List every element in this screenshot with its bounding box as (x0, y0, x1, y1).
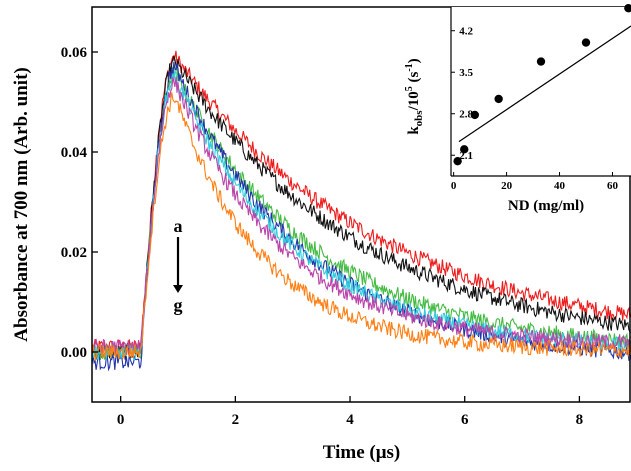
annotation-g: g (174, 295, 183, 315)
inset-x-tick-label: 40 (554, 180, 566, 192)
x-tick-label: 0 (117, 412, 125, 428)
inset-x-tick-label: 20 (501, 180, 513, 192)
x-tick-label: 4 (346, 412, 354, 428)
inset-ticks: 0 20 40 60 2.1 2.8 3.5 4.2 (450, 7, 631, 192)
annotation-a: a (174, 216, 183, 236)
decay-trace-c (91, 65, 631, 361)
inset-background (451, 7, 631, 176)
y-tick-label: 0.06 (61, 45, 88, 61)
main-y-axis-label: Absorbance at 700 nm (Arb. unit) (11, 67, 32, 341)
inset-y-tick-label: 2.1 (459, 150, 473, 162)
inset-plot: 0 20 40 60 2.1 2.8 3.5 4.2 ND (mg/ml) kobs/105 … (404, 3, 631, 214)
inset-data-point (581, 38, 591, 47)
main-ticks: 0 2 4 6 8 0.00 0.02 0.04 0.06 (61, 45, 583, 428)
inset-data-point (536, 57, 546, 66)
main-series-group (91, 50, 631, 372)
x-tick-label: 6 (461, 412, 469, 428)
decay-trace-g (91, 92, 631, 362)
inset-data-point (470, 110, 480, 120)
inset-data-point (494, 94, 503, 104)
inset-ylabel-close: ) (406, 58, 422, 63)
decay-trace-a (91, 50, 631, 354)
main-plot-frame (91, 6, 631, 403)
inset-y-tick-label: 3.5 (459, 67, 473, 79)
inset-ylabel-unit: (s (406, 72, 422, 87)
inset-fit-line (458, 25, 631, 143)
inset-ylabel-unit-sup: -1 (404, 63, 415, 71)
decay-trace-f (91, 76, 631, 355)
annotation-arrowhead (173, 285, 184, 293)
inset-x-tick-label: 0 (451, 180, 457, 192)
y-tick-label: 0.04 (61, 145, 88, 161)
y-tick-label: 0.02 (61, 245, 87, 261)
inset-y-axis-label: kobs/105 (s-1) (404, 58, 425, 134)
inset-y-tick-label: 2.8 (459, 109, 473, 121)
inset-x-axis-label: ND (mg/ml) (508, 198, 584, 214)
inset-points (453, 3, 631, 166)
main-x-axis-label: Time (μs) (323, 442, 400, 463)
inset-ylabel-k: k (406, 126, 422, 135)
inset-ylabel-rest: /10 (406, 91, 422, 111)
inset-data-point (460, 145, 469, 154)
inset-data-point (624, 3, 631, 13)
y-tick-label: 0.00 (61, 345, 87, 361)
inset-y-tick-label: 4.2 (459, 26, 473, 38)
inset-x-tick-label: 60 (607, 180, 619, 192)
annotation-group: ag (173, 216, 184, 315)
inset-data-point (453, 156, 462, 166)
decay-trace-b (91, 54, 631, 360)
inset-ylabel-sub: obs (413, 110, 425, 127)
main-plot: 0 2 4 6 8 0.00 0.02 0.04 0.06 Time (μs) Absorban… (11, 6, 631, 463)
x-tick-label: 8 (576, 412, 584, 428)
inset-ylabel-sup: 5 (404, 86, 415, 91)
x-tick-label: 2 (232, 412, 240, 428)
